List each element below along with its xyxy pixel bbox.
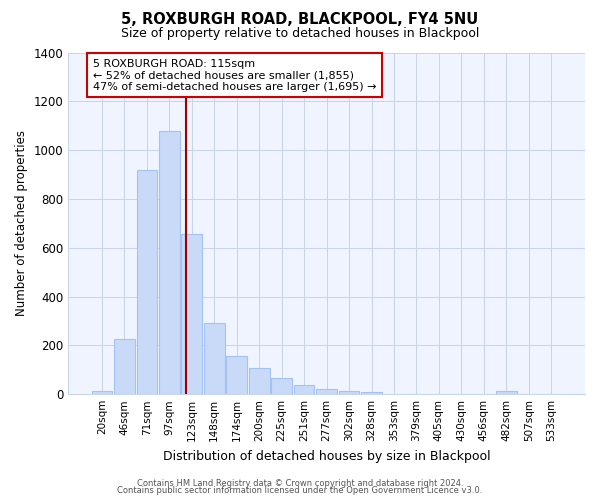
Bar <box>159 130 179 394</box>
Bar <box>181 234 202 394</box>
Bar <box>92 390 112 394</box>
Text: Contains HM Land Registry data © Crown copyright and database right 2024.: Contains HM Land Registry data © Crown c… <box>137 478 463 488</box>
Bar <box>204 322 224 394</box>
Y-axis label: Number of detached properties: Number of detached properties <box>15 130 28 316</box>
Bar <box>226 356 247 394</box>
Bar <box>316 389 337 394</box>
Bar <box>137 170 157 394</box>
Bar <box>361 392 382 394</box>
Bar <box>114 338 135 394</box>
Text: Size of property relative to detached houses in Blackpool: Size of property relative to detached ho… <box>121 28 479 40</box>
Bar <box>294 385 314 394</box>
Bar <box>271 378 292 394</box>
Bar <box>496 392 517 394</box>
X-axis label: Distribution of detached houses by size in Blackpool: Distribution of detached houses by size … <box>163 450 490 462</box>
Text: 5, ROXBURGH ROAD, BLACKPOOL, FY4 5NU: 5, ROXBURGH ROAD, BLACKPOOL, FY4 5NU <box>121 12 479 28</box>
Bar <box>249 368 269 394</box>
Text: 5 ROXBURGH ROAD: 115sqm
← 52% of detached houses are smaller (1,855)
47% of semi: 5 ROXBURGH ROAD: 115sqm ← 52% of detache… <box>93 58 377 92</box>
Bar <box>339 390 359 394</box>
Text: Contains public sector information licensed under the Open Government Licence v3: Contains public sector information licen… <box>118 486 482 495</box>
